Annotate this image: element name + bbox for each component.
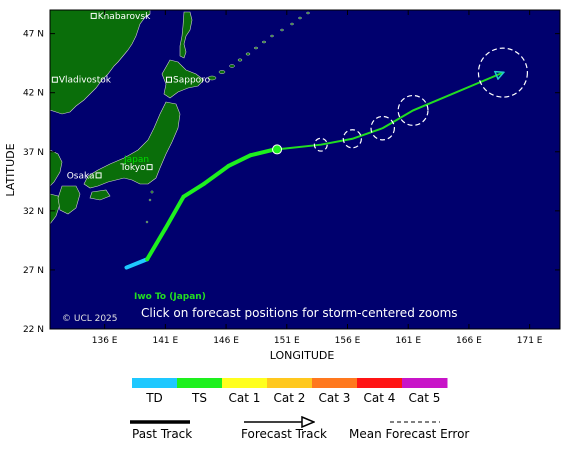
past-track-segment — [163, 194, 186, 231]
copyright-text: © UCL 2025 — [62, 314, 118, 324]
legend-color-swatch — [267, 378, 313, 388]
legend-category-label: Cat 3 — [319, 391, 351, 405]
city-label: Tokyo — [119, 163, 146, 173]
city-label: Vladivostok — [59, 76, 112, 86]
korea-landmass — [50, 149, 63, 187]
korea-south-landmass — [50, 193, 61, 225]
x-tick-label: 146 E — [213, 336, 239, 346]
izu-islands — [145, 190, 154, 224]
x-tick-label: 171 E — [517, 336, 543, 346]
legend-color-swatch — [132, 378, 178, 388]
sakhalin-landmass — [179, 11, 193, 59]
legend-category-label: Cat 5 — [409, 391, 441, 405]
forecast-error-circle[interactable] — [370, 115, 396, 141]
city-marker-icon — [95, 172, 102, 179]
legend-category-label: Cat 2 — [274, 391, 306, 405]
legend-category-label: Cat 4 — [364, 391, 396, 405]
legend-color-swatch — [177, 378, 223, 388]
city-label: Sapporo — [173, 76, 211, 86]
past-track-segment — [145, 226, 168, 262]
current-position-marker[interactable] — [272, 144, 283, 155]
storm-track — [124, 47, 529, 270]
y-tick-label: 32 N — [23, 207, 44, 217]
shikoku-landmass — [89, 189, 111, 201]
forecast-track-line — [276, 73, 503, 151]
hokkaido-landmass — [161, 59, 205, 99]
legend-category-label: Cat 1 — [229, 391, 261, 405]
past-track-segment — [124, 257, 150, 270]
past-track-segment — [202, 163, 231, 186]
forecast-error-circle[interactable] — [342, 129, 363, 149]
x-tick-label: 156 E — [335, 336, 361, 346]
map-content — [50, 10, 310, 225]
legend-color-swatch — [222, 378, 268, 388]
legend-mean-error-label: Mean Forecast Error — [349, 427, 469, 441]
city-marker-icon — [166, 76, 172, 83]
axis-ticks: 136 E 141 E 146 E 151 E 156 E 161 E 166 E 171 E… — [23, 10, 560, 346]
x-tick-label: 166 E — [456, 336, 482, 346]
y-tick-label: 22 N — [23, 325, 44, 335]
x-tick-label: 141 E — [152, 336, 178, 346]
kuril-islands — [207, 11, 310, 81]
x-tick-label: 136 E — [92, 336, 118, 346]
past-track-segment — [248, 147, 277, 158]
island-label-iwo-to: Iwo To (Japan) — [134, 292, 206, 302]
legend-category-label: TD — [145, 391, 163, 405]
legend-color-swatch — [312, 378, 358, 388]
city-label: Khabarovsk — [98, 12, 151, 22]
y-tick-label: 47 N — [23, 30, 44, 40]
y-axis-title: LATITUDE — [4, 143, 17, 196]
x-tick-label: 151 E — [274, 336, 300, 346]
kyushu-landmass — [57, 185, 81, 215]
map-frame — [49, 9, 561, 330]
x-axis-title: LONGITUDE — [270, 349, 335, 362]
y-tick-label: 42 N — [23, 89, 44, 99]
city-marker-icon — [90, 12, 97, 19]
y-tick-label: 37 N — [23, 148, 44, 158]
instruction-text: Click on forecast positions for storm-ce… — [141, 306, 458, 320]
forecast-error-circle[interactable] — [397, 94, 429, 126]
city-marker-icon — [51, 76, 58, 83]
legend-forecast-track-label: Forecast Track — [241, 427, 327, 441]
city-marker-icon — [146, 164, 153, 171]
legend-category-label: TS — [191, 391, 207, 405]
forecast-error-circle[interactable] — [477, 47, 529, 98]
forecast-error-circle[interactable] — [313, 137, 328, 152]
past-track-segment — [181, 181, 207, 199]
honshu-landmass — [83, 101, 181, 189]
legend-color-swatch — [357, 378, 403, 388]
x-tick-label: 161 E — [395, 336, 421, 346]
mainland-landmass — [50, 10, 151, 115]
past-track-segment — [226, 153, 253, 168]
city-markers: Khabarovsk Vladivostok Sapporo Tokyo Osaka — [51, 12, 211, 181]
legend: TD TS Cat 1 Cat 2 Cat 3 Cat 4 Cat 5 Past Track F… — [130, 378, 469, 441]
country-label-japan: Japan — [123, 155, 149, 165]
city-label: Osaka — [67, 171, 95, 181]
y-tick-label: 27 N — [23, 266, 44, 276]
legend-past-track-label: Past Track — [132, 427, 192, 441]
legend-color-swatch — [402, 378, 448, 388]
